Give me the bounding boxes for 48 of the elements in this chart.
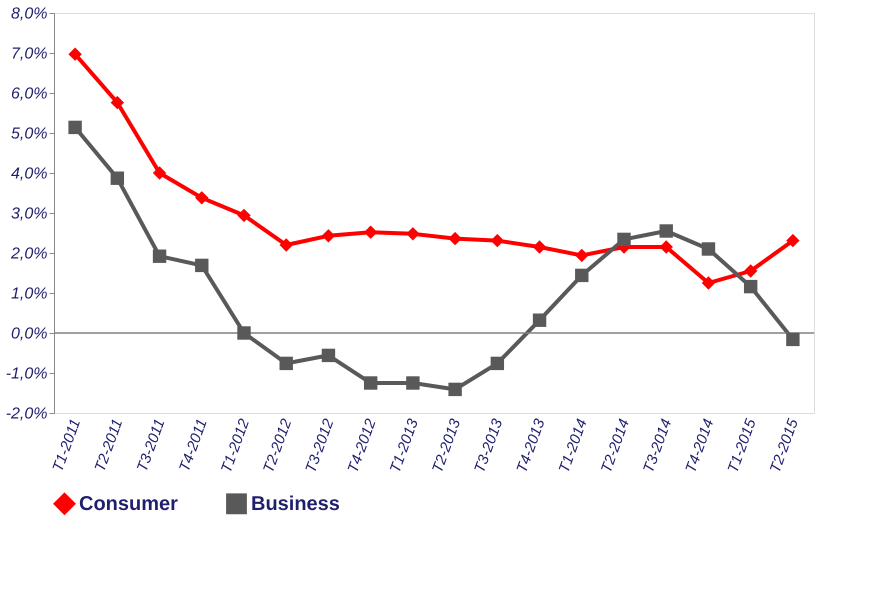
point	[322, 348, 336, 362]
y-tick-label: 4,0%	[11, 166, 48, 182]
point	[237, 326, 251, 340]
point	[68, 120, 82, 134]
legend-label: Business	[251, 492, 340, 515]
point	[195, 258, 208, 272]
point	[110, 96, 124, 110]
point	[110, 171, 124, 185]
point	[786, 234, 800, 248]
point	[195, 191, 208, 205]
point	[532, 313, 546, 327]
point	[532, 240, 546, 254]
point	[68, 47, 82, 61]
point	[364, 225, 378, 239]
point	[280, 356, 293, 370]
point	[152, 249, 166, 263]
point	[490, 356, 504, 370]
point	[702, 242, 716, 256]
y-tick-label: 6,0%	[11, 86, 48, 102]
y-tick-label: 1,0%	[11, 286, 48, 302]
point	[702, 276, 716, 290]
point	[237, 208, 251, 222]
point	[490, 234, 504, 248]
y-tick-label: 0,0%	[11, 326, 48, 342]
point	[152, 166, 166, 180]
y-tick-label: 2,0%	[10, 246, 48, 262]
y-tick-label: 3,0%	[11, 206, 48, 222]
point	[280, 238, 293, 252]
point	[744, 264, 758, 278]
point	[406, 227, 420, 241]
point	[575, 248, 588, 262]
point	[660, 224, 673, 238]
y-tick-label: -2,0%	[6, 406, 48, 422]
point	[744, 280, 758, 294]
point	[406, 376, 420, 390]
legend-label: Consumer	[79, 492, 178, 515]
point	[786, 332, 800, 346]
point	[448, 232, 462, 246]
point	[617, 232, 631, 246]
point	[364, 376, 378, 390]
point	[448, 382, 462, 396]
point	[575, 268, 588, 282]
y-tick-label: -1,0%	[6, 366, 48, 382]
point	[322, 229, 336, 243]
y-tick-label: 7,0%	[11, 46, 48, 62]
point	[660, 240, 673, 254]
y-tick-label: 5,0%	[11, 126, 48, 142]
y-tick-label: 8,0%	[11, 6, 48, 22]
